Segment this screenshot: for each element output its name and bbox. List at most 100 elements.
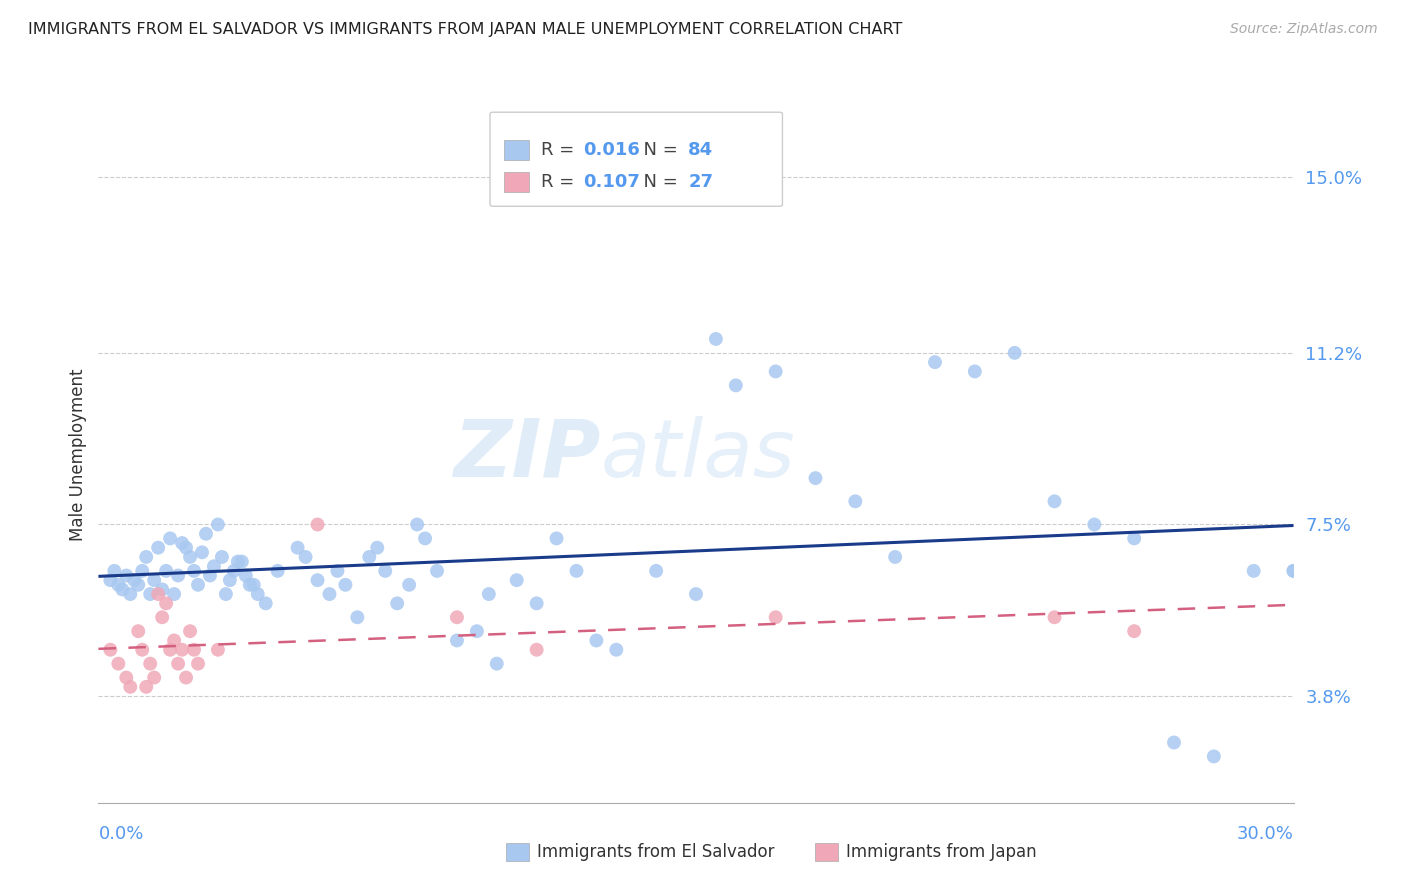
Point [127,578,149,592]
Point [98,573,122,587]
Point [565,564,588,578]
Point [526,642,548,657]
Point [187,578,209,592]
Text: 0.016: 0.016 [582,141,640,159]
Point [287,541,309,555]
Text: 0.0%: 0.0% [98,825,143,843]
Point [198,568,221,582]
Point [585,633,607,648]
Point [485,657,508,671]
Text: 30.0%: 30.0% [1237,825,1294,843]
Point [103,564,125,578]
Point [148,587,170,601]
Point [211,549,233,564]
Point [267,564,290,578]
Point [307,573,329,587]
Point [366,541,388,555]
Point [179,624,201,639]
Point [115,568,138,582]
Point [159,642,181,657]
Point [605,642,627,657]
Text: 0.107: 0.107 [582,173,640,191]
Point [131,642,153,657]
Text: N =: N = [633,173,683,191]
Point [191,545,214,559]
Point [222,564,245,578]
Point [844,494,866,508]
Point [398,578,420,592]
Point [207,517,229,532]
Y-axis label: Male Unemployment: Male Unemployment [69,368,87,541]
Point [765,364,787,378]
Point [645,564,668,578]
Point [1282,564,1305,578]
Point [172,536,194,550]
Point [1202,749,1225,764]
Point [426,564,449,578]
Point [446,610,468,624]
Text: Source: ZipAtlas.com: Source: ZipAtlas.com [1230,22,1378,37]
Point [724,378,747,392]
Point [704,332,727,346]
Point [107,657,129,671]
Point [155,596,177,610]
Point [179,549,201,564]
Point [150,610,173,624]
Point [167,657,190,671]
Point [163,633,186,648]
Point [359,549,381,564]
Text: N =: N = [633,141,683,159]
Point [1004,346,1026,360]
Point [765,610,787,624]
Point [385,596,409,610]
Point [231,555,253,569]
Point [139,657,162,671]
Point [235,568,257,582]
Point [187,657,209,671]
Text: 84: 84 [689,141,713,159]
Point [219,573,242,587]
Text: ZIP: ZIP [453,416,600,494]
Point [1043,494,1066,508]
Point [924,355,946,369]
Point [202,559,225,574]
Text: R =: R = [540,141,579,159]
Point [174,671,197,685]
Point [148,541,170,555]
Point [120,680,142,694]
Point [226,555,249,569]
Point [246,587,269,601]
Text: IMMIGRANTS FROM EL SALVADOR VS IMMIGRANTS FROM JAPAN MALE UNEMPLOYMENT CORRELATI: IMMIGRANTS FROM EL SALVADOR VS IMMIGRANT… [28,22,903,37]
Point [143,573,166,587]
Point [1123,532,1146,546]
Point [139,587,162,601]
Point [1123,624,1146,639]
Point [183,642,205,657]
Point [804,471,827,485]
Point [326,564,349,578]
Point [1163,735,1185,749]
Text: atlas: atlas [600,416,796,494]
Point [239,578,262,592]
Point [143,671,166,685]
Point [685,587,707,601]
Point [120,587,142,601]
Point [172,642,194,657]
Point [1282,564,1305,578]
Point [135,680,157,694]
Point [215,587,238,601]
Text: R =: R = [540,173,579,191]
Point [163,587,186,601]
Point [478,587,501,601]
Point [155,564,177,578]
Point [254,596,277,610]
Point [243,578,266,592]
Point [174,541,197,555]
Text: 27: 27 [689,173,713,191]
Point [127,624,149,639]
Point [346,610,368,624]
Point [150,582,173,597]
Text: Immigrants from Japan: Immigrants from Japan [846,843,1038,861]
Point [546,532,568,546]
Point [1243,564,1265,578]
